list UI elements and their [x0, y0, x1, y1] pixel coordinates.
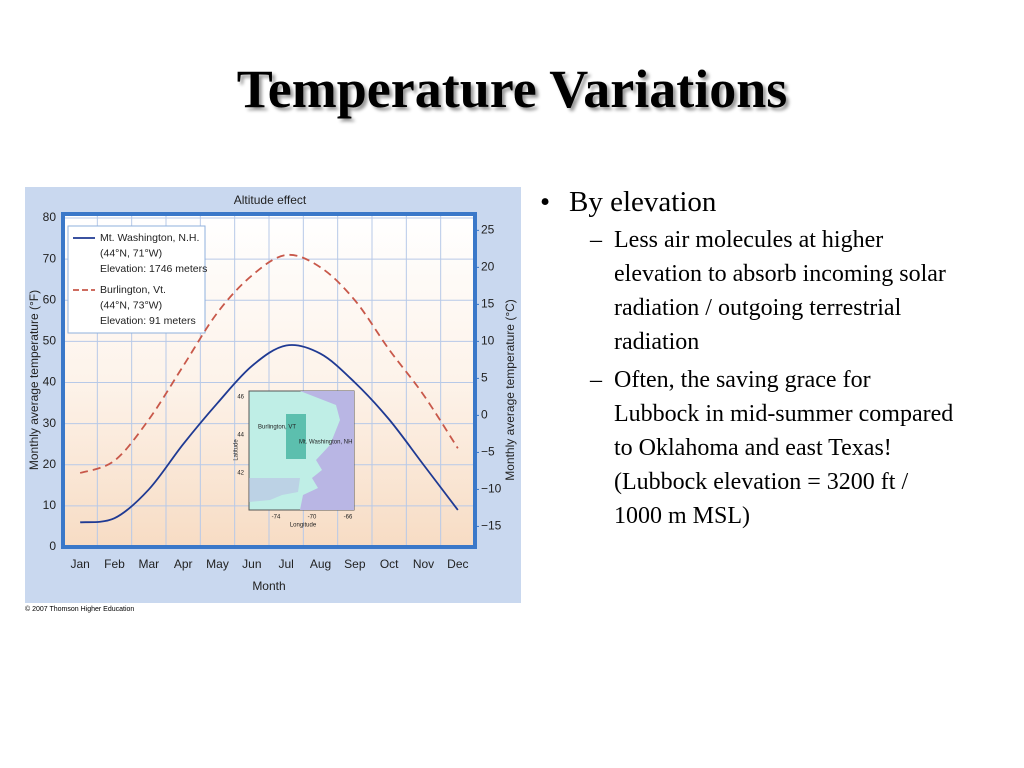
x-axis-label: Month — [252, 579, 285, 593]
inset-lon-label: Longitude — [290, 523, 317, 529]
legend-label: Elevation: 1746 meters — [100, 263, 207, 275]
chart-panel — [25, 187, 521, 603]
plot-area — [63, 214, 475, 547]
y-tick-label: 40 — [43, 375, 57, 389]
chart-title: Altitude effect — [234, 193, 307, 207]
y2-tick-label: 20 — [481, 260, 495, 274]
sub-bullet: Often, the saving grace for Lubbock in m… — [540, 363, 954, 533]
legend-label: Mt. Washington, N.H. — [100, 232, 199, 244]
x-tick-label: Dec — [447, 557, 468, 571]
legend-label: Elevation: 91 meters — [100, 315, 196, 327]
x-tick-label: Jul — [278, 557, 293, 571]
y2-tick-label: 25 — [481, 223, 495, 237]
x-tick-label: Jan — [70, 557, 89, 571]
inset-lat-tick: 42 — [237, 471, 244, 477]
inset-lon-tick: -66 — [344, 515, 353, 521]
bullet-list: By elevation Less air molecules at highe… — [540, 186, 980, 533]
y2-axis-label: Monthly average temperature (°C) — [503, 299, 517, 481]
x-tick-label: Aug — [310, 557, 331, 571]
y2-tick-label: −15 — [481, 519, 502, 533]
y-tick-label: 70 — [43, 251, 57, 265]
inset-lat-tick: 44 — [237, 433, 244, 439]
inset-lon-tick: -70 — [308, 515, 317, 521]
y-tick-label: 80 — [43, 210, 57, 224]
y-tick-label: 30 — [43, 416, 57, 430]
series-line — [80, 344, 459, 524]
inset-lon-tick: -74 — [272, 515, 281, 521]
x-tick-label: Mar — [138, 557, 159, 571]
series-line — [79, 253, 459, 474]
inset-place: Burlington, VT — [258, 425, 296, 431]
y2-tick-label: 5 — [481, 371, 488, 385]
y-tick-label: 0 — [49, 539, 56, 553]
y2-tick-label: −10 — [481, 482, 502, 496]
y2-tick-label: −5 — [481, 445, 495, 459]
legend-label: Burlington, Vt. — [100, 284, 166, 296]
y-axis-label: Monthly average temperature (°F) — [27, 290, 41, 470]
x-tick-label: Jun — [242, 557, 261, 571]
y2-tick-label: 15 — [481, 297, 495, 311]
legend-label: (44°N, 71°W) — [100, 247, 162, 259]
y-tick-label: 10 — [43, 498, 57, 512]
x-tick-label: Feb — [104, 557, 125, 571]
y2-tick-label: 10 — [481, 334, 495, 348]
inset-place: Mt. Washington, NH — [299, 440, 352, 446]
x-tick-label: Sep — [344, 557, 366, 571]
y-tick-label: 20 — [43, 457, 57, 471]
y-tick-label: 60 — [43, 292, 57, 306]
y2-tick-label: 0 — [481, 408, 488, 422]
x-tick-label: May — [206, 557, 229, 571]
legend-label: (44°N, 73°W) — [100, 299, 162, 311]
legend — [67, 225, 206, 334]
inset-lat-label: Latitude — [234, 439, 240, 461]
slide-title: Temperature Variations — [236, 59, 788, 119]
sub-bullet: Less air molecules at higher elevation t… — [540, 223, 954, 359]
credit: © 2007 Thomson Higher Education — [25, 606, 135, 613]
y-tick-label: 50 — [43, 334, 57, 348]
inset-lat-tick: 46 — [237, 395, 244, 401]
x-tick-label: Apr — [174, 557, 193, 571]
plot-frame — [61, 212, 477, 549]
x-tick-label: Nov — [413, 557, 434, 571]
inset-map — [248, 390, 355, 511]
x-tick-label: Oct — [380, 557, 399, 571]
bullet: By elevation — [540, 186, 980, 219]
